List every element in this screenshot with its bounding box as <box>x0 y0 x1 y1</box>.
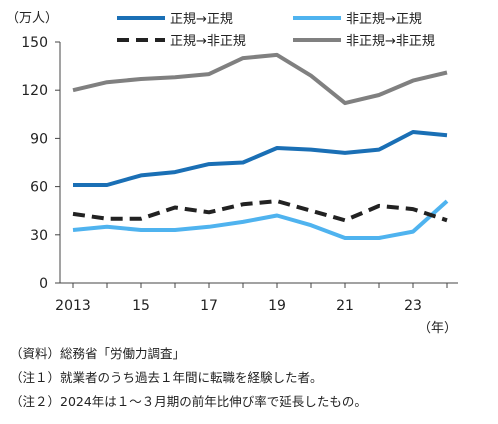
y-unit-label: （万人） <box>6 11 58 26</box>
x-tick-label: 21 <box>336 298 354 314</box>
series-line-2 <box>72 199 448 223</box>
note-1: （注１）就業者のうち過去１年間に転職を経験した者。 <box>10 370 323 385</box>
y-tick-label: 90 <box>30 131 48 147</box>
legend-label-2: 正規→非正規 <box>170 34 246 49</box>
x-tick-label: 2013 <box>55 298 91 314</box>
x-tick-label: 17 <box>200 298 218 314</box>
y-tick-label: 120 <box>21 83 48 99</box>
legend-label-1: 非正規→正規 <box>346 12 422 27</box>
y-tick-label: 60 <box>30 180 48 196</box>
footnotes: （資料）総務省「労働力調査」 （注１）就業者のうち過去１年間に転職を経験した者。… <box>10 342 494 414</box>
series-lines <box>72 52 449 240</box>
y-tick-label: 0 <box>39 276 48 292</box>
source-note: （資料）総務省「労働力調査」 <box>10 346 186 361</box>
chart-axes: 0 30 60 90 120 150 2013 15 17 19 21 23 <box>21 35 458 314</box>
legend-label-3: 非正規→非正規 <box>346 34 435 49</box>
note-2: （注２）2024年は１～３月期の前年比伸び率で延長したもの。 <box>10 394 367 409</box>
y-tick-label: 150 <box>21 35 48 51</box>
series-line-0 <box>73 130 448 187</box>
series-line-3 <box>72 52 448 106</box>
x-tick-label: 19 <box>268 298 286 314</box>
x-unit-label: （年） <box>418 321 457 336</box>
x-tick-label: 23 <box>404 298 422 314</box>
legend-label-0: 正規→正規 <box>170 12 233 27</box>
y-tick-label: 30 <box>30 228 48 244</box>
series-line-1 <box>72 199 449 240</box>
x-tick-label: 15 <box>132 298 150 314</box>
